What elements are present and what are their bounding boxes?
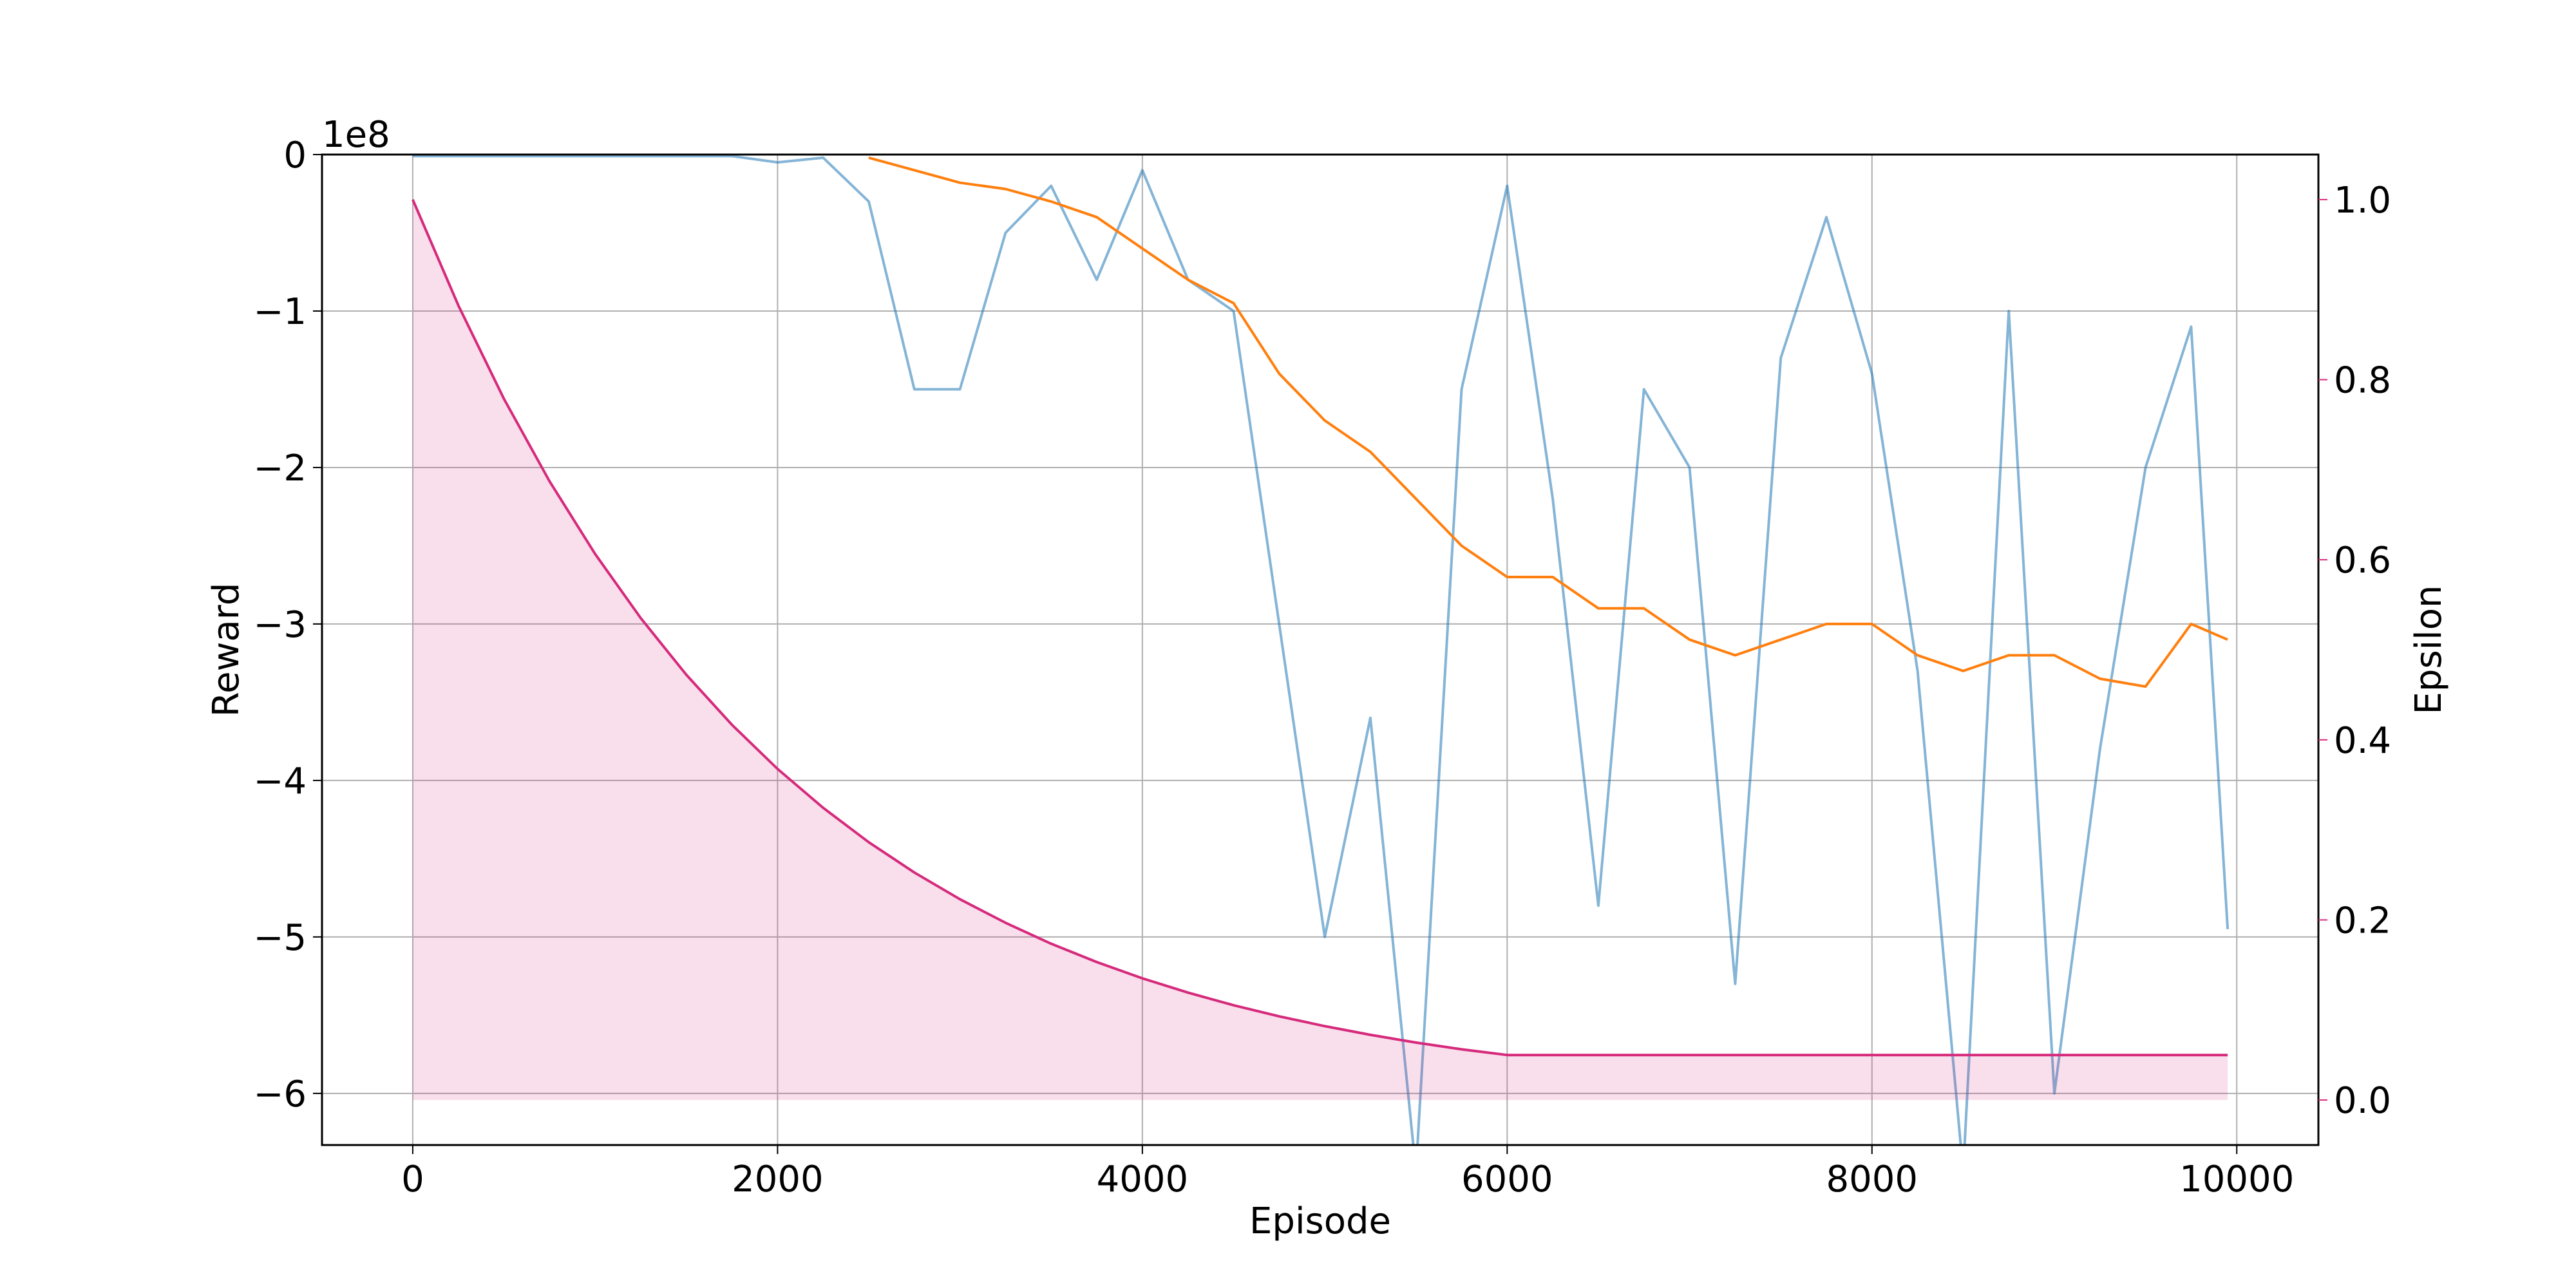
y2-tick-label: 0.4 xyxy=(2334,720,2391,762)
y-axis-label: Reward xyxy=(205,583,247,717)
grid xyxy=(322,154,2318,1145)
y-tick-label: −5 xyxy=(253,917,307,959)
y-tick-label: −3 xyxy=(253,604,307,646)
line xyxy=(868,156,2228,688)
line xyxy=(412,199,2228,1057)
x-tick-label: 0 xyxy=(401,1159,424,1200)
y2-tick-label: 1.0 xyxy=(2334,180,2391,222)
x-tick-label: 6000 xyxy=(1461,1159,1553,1200)
x-axis-label: Episode xyxy=(1249,1200,1391,1242)
axes: 0 2000 4000 6000 8000 10000 0 −1 −2 −3 −4 −5 −6 0.0 0.… xyxy=(253,135,2391,1200)
y-tick-label: −2 xyxy=(253,448,307,489)
y-tick-label: −6 xyxy=(253,1074,307,1115)
y-tick-label: −1 xyxy=(253,291,307,333)
x-tick-label: 4000 xyxy=(1097,1159,1189,1200)
y2-tick-label: 0.0 xyxy=(2334,1080,2391,1122)
y-tick-label: 0 xyxy=(283,135,307,176)
y-offset-label: 1e8 xyxy=(322,114,390,156)
y2-axis-label: Epsilon xyxy=(2408,585,2450,715)
x-tick-label: 8000 xyxy=(1826,1159,1918,1200)
area xyxy=(412,199,2228,1101)
x-tick-label: 10000 xyxy=(2179,1159,2294,1200)
y2-tick-label: 0.2 xyxy=(2334,900,2391,942)
plot-area xyxy=(412,155,2230,1145)
axes-frame xyxy=(321,153,2320,1146)
x-tick-label: 2000 xyxy=(732,1159,824,1200)
y-tick-label: −4 xyxy=(253,761,307,802)
y2-tick-label: 0.6 xyxy=(2334,540,2391,582)
y2-tick-label: 0.8 xyxy=(2334,360,2391,402)
line xyxy=(412,155,2230,1145)
